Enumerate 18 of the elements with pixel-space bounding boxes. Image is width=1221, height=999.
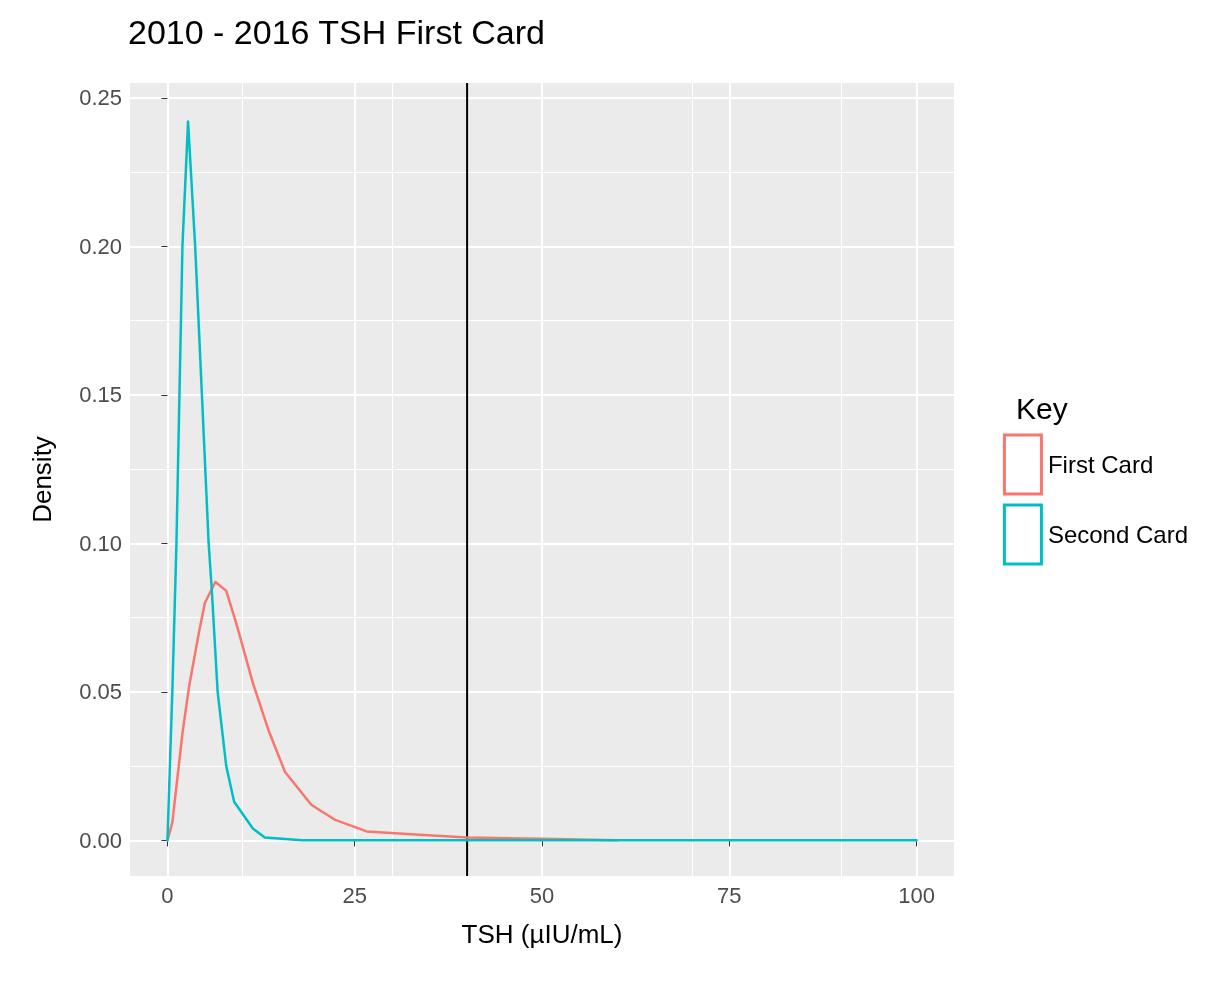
x-tick-label: 75: [717, 882, 742, 908]
y-tick-label: 0.00: [79, 827, 122, 853]
x-tick-label: 50: [529, 882, 555, 908]
y-tick-label: 0.05: [79, 679, 122, 705]
legend-label: First Card: [1047, 451, 1154, 478]
y-tick-label: 0.25: [79, 85, 122, 111]
x-tick-label: 100: [898, 882, 935, 908]
y-axis-title: Density: [27, 436, 57, 523]
x-tick-label: 0: [161, 882, 174, 908]
x-tick-label: 25: [342, 882, 367, 908]
chart-title: 2010 - 2016 TSH First Card: [128, 13, 545, 51]
x-axis-title: TSH (µIU/mL): [461, 919, 623, 949]
line-series: [166, 120, 918, 842]
y-tick-label: 0.20: [79, 233, 122, 259]
y-tick-label: 0.10: [79, 530, 122, 556]
legend-label: Second Card: [1047, 521, 1189, 548]
y-tick-label: 0.15: [79, 382, 122, 408]
legend-title: Key: [1016, 391, 1068, 425]
